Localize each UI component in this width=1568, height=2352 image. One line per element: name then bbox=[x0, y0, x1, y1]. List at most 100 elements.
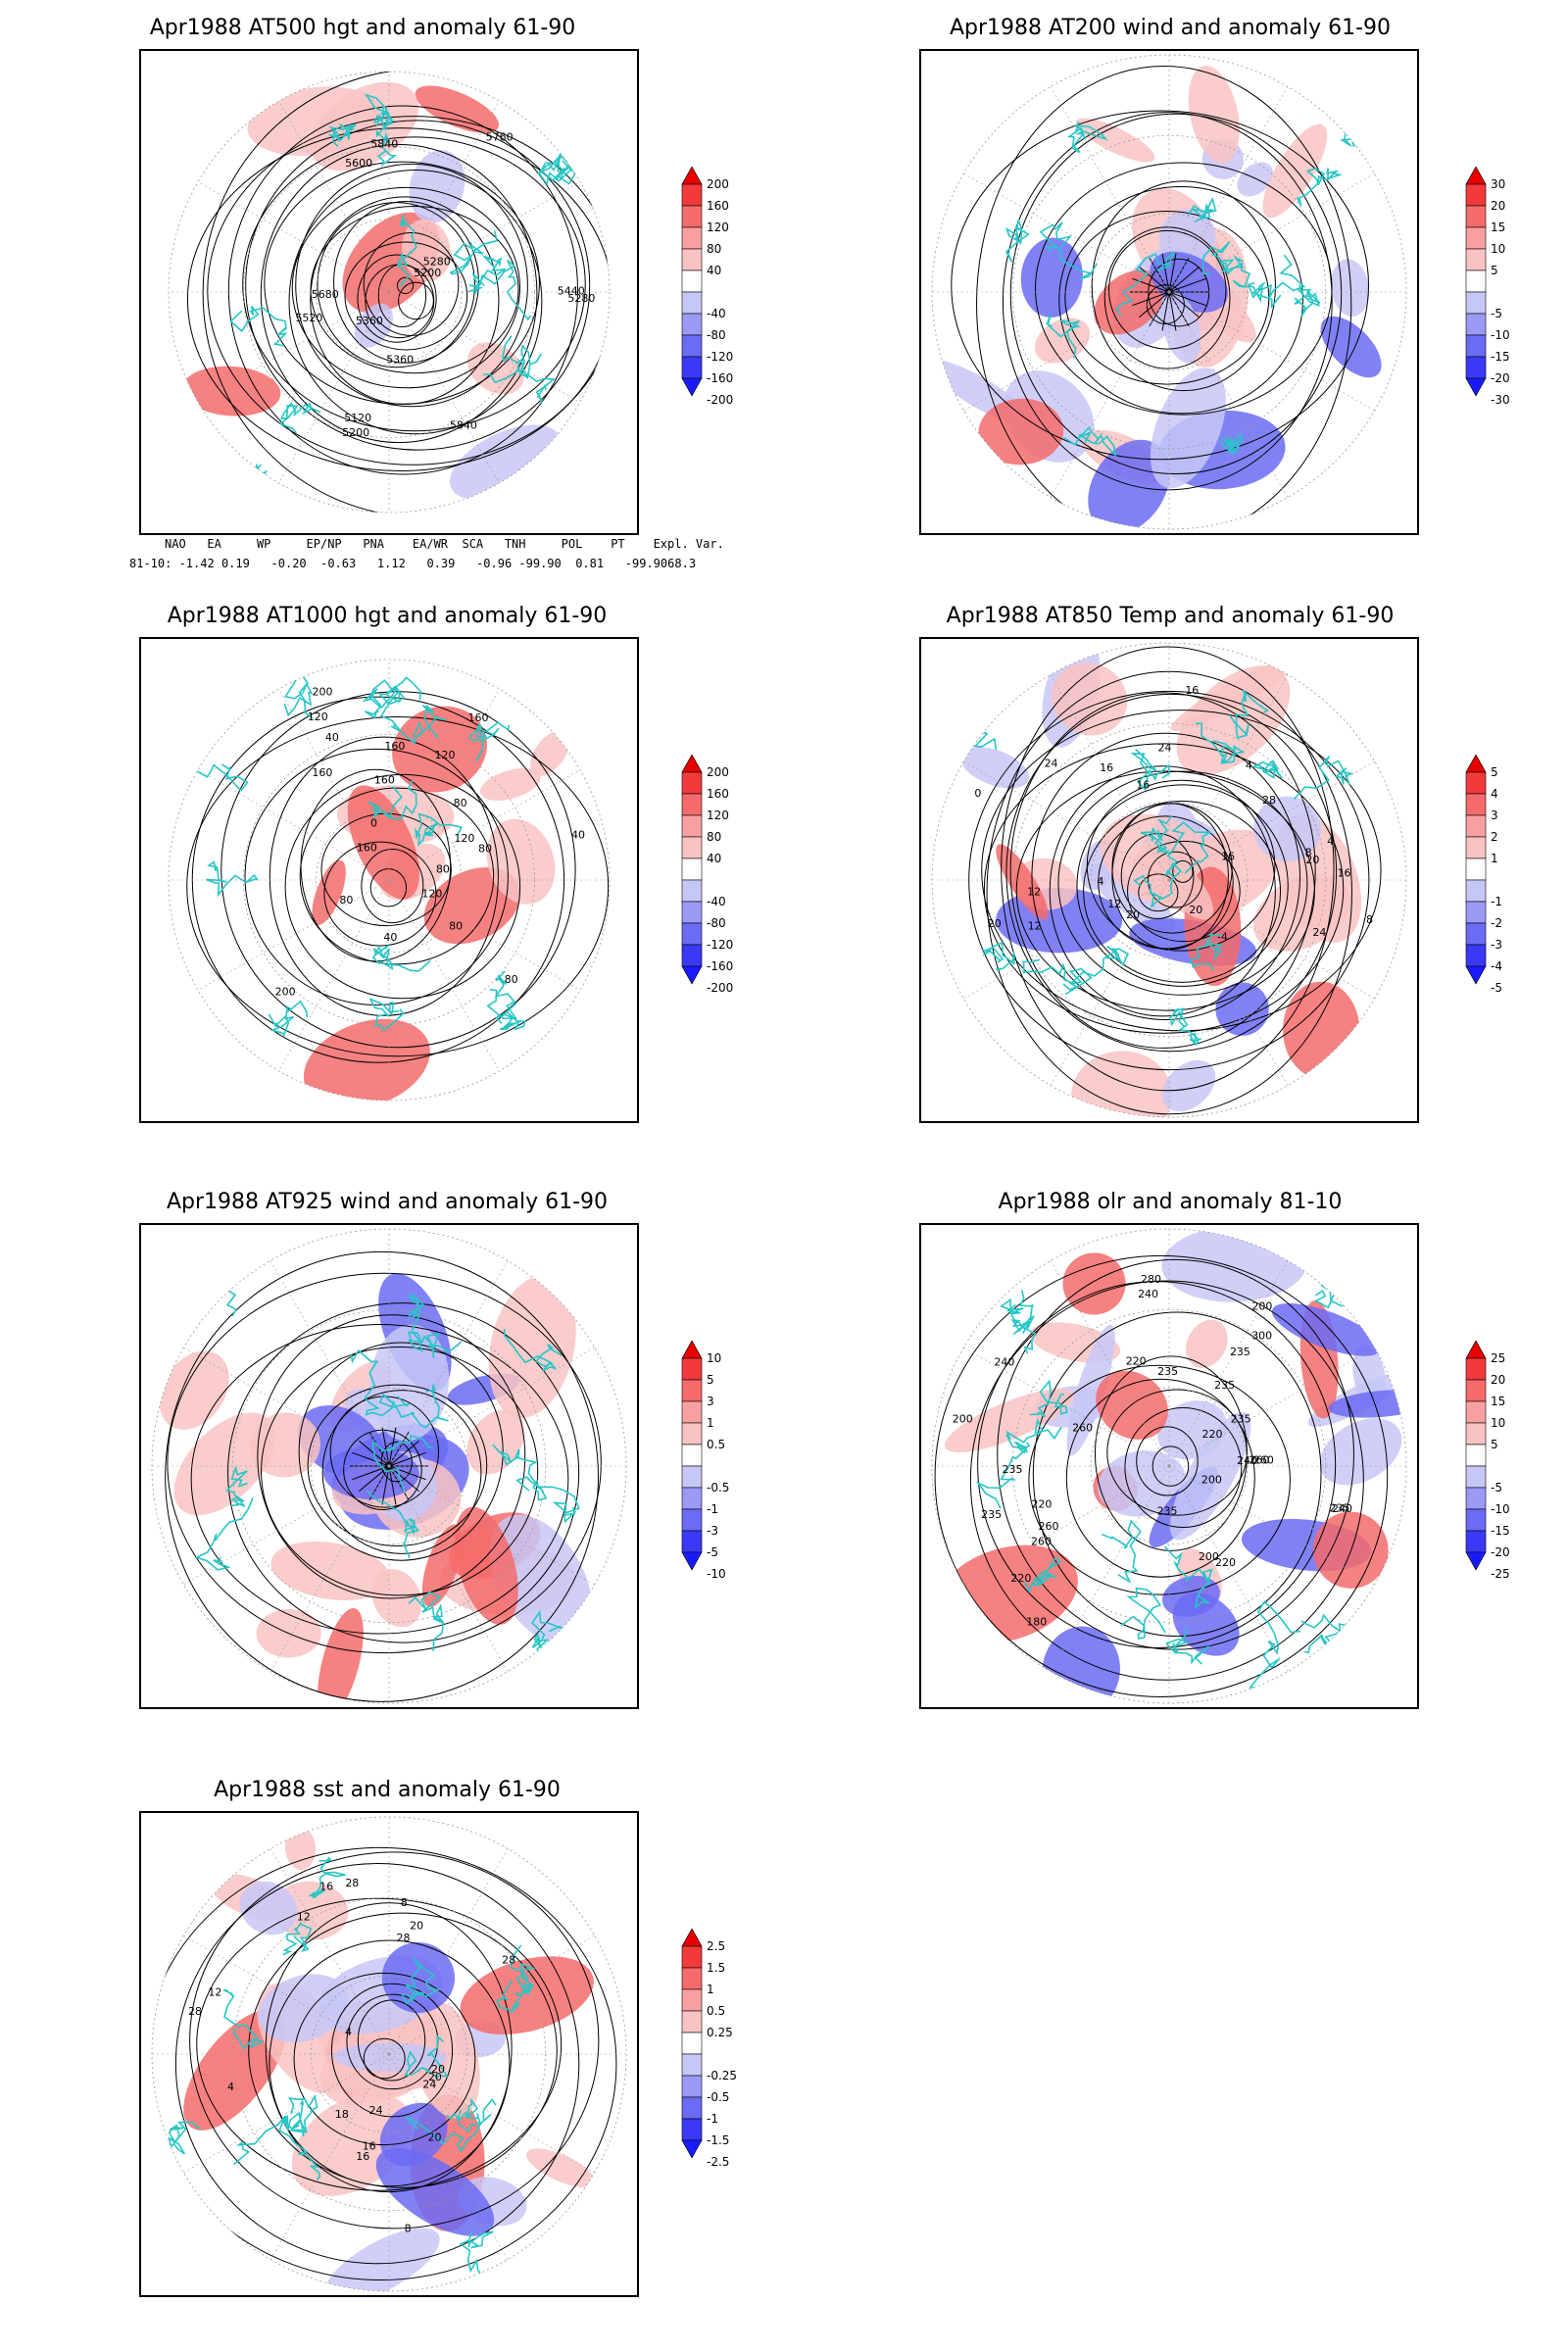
colorbar-tick-label: 0.5 bbox=[707, 2004, 725, 2018]
contour-line bbox=[248, 1912, 558, 2188]
contour-label: 8 bbox=[1366, 913, 1373, 926]
map-plot bbox=[931, 54, 1407, 530]
colorbar-swatch bbox=[681, 291, 703, 315]
anomaly-shade bbox=[415, 85, 499, 133]
coastline bbox=[518, 344, 556, 404]
coastline bbox=[233, 2111, 305, 2166]
colorbar-tick-label: -3 bbox=[707, 1524, 718, 1538]
anomaly-shade bbox=[369, 1324, 450, 1442]
anomaly-shade bbox=[239, 1881, 298, 1936]
contour-label: 80 bbox=[478, 843, 492, 856]
colorbar-tick-label: -0.5 bbox=[707, 1481, 729, 1494]
contour-label: 12 bbox=[297, 1910, 311, 1923]
colorbar-tick-label: 40 bbox=[707, 852, 721, 865]
contour-label: 240 bbox=[1237, 1454, 1257, 1467]
anomaly-shade bbox=[479, 768, 541, 801]
colorbar-tick-label: -5 bbox=[707, 1545, 718, 1559]
coastline bbox=[532, 1479, 580, 1524]
contour-line bbox=[191, 696, 565, 1063]
colorbar-swatch bbox=[681, 922, 703, 946]
coastline bbox=[1228, 689, 1270, 739]
coastline bbox=[471, 259, 532, 321]
colorbar-swatch bbox=[681, 2096, 703, 2120]
contour-line bbox=[321, 1390, 482, 1554]
coastline bbox=[492, 1444, 543, 1492]
contour-label: 200 bbox=[312, 686, 332, 699]
colorbar-tick-label: -4 bbox=[1491, 959, 1502, 973]
coastline bbox=[1062, 426, 1117, 458]
streamline bbox=[388, 1440, 419, 1467]
colorbar-tick-label: -20 bbox=[1491, 371, 1510, 385]
panel-title: Apr1988 sst and anomaly 61-90 bbox=[214, 1778, 561, 1802]
contour-line bbox=[307, 1384, 488, 1546]
coastline bbox=[414, 812, 463, 847]
colorbar-swatch bbox=[1465, 793, 1487, 816]
colorbar-swatch bbox=[1465, 1444, 1487, 1467]
latitude-circle bbox=[1090, 801, 1249, 959]
colorbar-swatch bbox=[1465, 1465, 1487, 1489]
contour-label: 24 bbox=[1312, 926, 1326, 939]
contour-line bbox=[330, 1983, 454, 2118]
tele-header-cell: Expl. Var. bbox=[653, 537, 732, 551]
contour-label: 235 bbox=[1002, 1463, 1022, 1476]
tele-header-cell: PT bbox=[611, 537, 654, 551]
colorbar-top-triangle bbox=[1465, 166, 1487, 185]
latitude-circle bbox=[316, 807, 463, 954]
anomaly-shade bbox=[1320, 316, 1382, 378]
colorbar-swatch bbox=[681, 814, 703, 838]
latitude-circle bbox=[310, 1387, 468, 1545]
colorbar-swatch bbox=[1465, 771, 1487, 795]
meridian-line bbox=[1168, 879, 1289, 1086]
coastline bbox=[1220, 259, 1264, 304]
contour-label: 235 bbox=[1157, 1505, 1178, 1518]
tele-header-cell: POL bbox=[561, 537, 612, 551]
colorbar: 2.5 1.5 1 0.5 0.25 -0.25 -0.5 -1 -1.5 -2.5 bbox=[674, 1928, 753, 2213]
colorbar-tick-label: -160 bbox=[707, 959, 733, 973]
meridian-line bbox=[183, 1935, 390, 2055]
tele-header-cell: EP/NP bbox=[306, 537, 364, 551]
meridian-line bbox=[388, 1260, 509, 1467]
colorbar-swatch bbox=[681, 1465, 703, 1489]
panel-olr: Apr1988 olr and anomaly 81-10 235 240 260 2… bbox=[917, 1184, 1544, 1742]
contour-label: 12 bbox=[1027, 885, 1041, 898]
coastline bbox=[288, 2094, 318, 2133]
anomaly-shade bbox=[1161, 1059, 1216, 1112]
contour-label: 0 bbox=[974, 787, 981, 800]
colorbar-tick-label: -80 bbox=[707, 328, 726, 342]
colorbar-tick-label: -0.5 bbox=[707, 2090, 729, 2104]
colorbar-swatch bbox=[681, 334, 703, 358]
contour-label: 4 bbox=[227, 2081, 234, 2093]
colorbar-swatch bbox=[1465, 313, 1487, 336]
coastline bbox=[1022, 958, 1093, 991]
contour-line bbox=[1005, 693, 1338, 1053]
meridian-line bbox=[963, 172, 1170, 293]
anomaly-shade bbox=[488, 1275, 576, 1418]
coastline bbox=[1189, 933, 1223, 971]
colorbar-top-triangle bbox=[681, 166, 703, 185]
coastline bbox=[1023, 1556, 1061, 1593]
colorbar-swatch bbox=[681, 1508, 703, 1532]
colorbar-swatch bbox=[1465, 1508, 1487, 1532]
contour-label: 120 bbox=[454, 832, 474, 845]
contour-label: 200 bbox=[953, 1412, 973, 1425]
contour-label: 200 bbox=[1199, 1550, 1219, 1563]
colorbar-swatch bbox=[1465, 356, 1487, 379]
contour-line bbox=[951, 110, 1369, 461]
anomaly-shade bbox=[312, 859, 346, 925]
meridian-line bbox=[270, 2053, 390, 2260]
contour-line bbox=[202, 72, 610, 513]
anomaly-shade bbox=[996, 844, 1049, 920]
contour-label: 5360 bbox=[356, 315, 383, 327]
contour-line bbox=[260, 143, 538, 444]
coastline bbox=[371, 1434, 434, 1494]
contour-label: 200 bbox=[1201, 1473, 1222, 1486]
coastline bbox=[1101, 1519, 1142, 1584]
colorbar-tick-label: 40 bbox=[707, 264, 721, 277]
contour-line bbox=[293, 1972, 476, 2146]
panel-500hgt: Apr1988 AT500 hgt and anomaly 61-90 5840… bbox=[137, 10, 764, 568]
coastline bbox=[1066, 122, 1108, 154]
coastline bbox=[368, 997, 405, 1032]
map-content bbox=[932, 65, 1382, 529]
colorbar-swatch bbox=[681, 1422, 703, 1446]
anomaly-shade bbox=[1087, 863, 1176, 932]
